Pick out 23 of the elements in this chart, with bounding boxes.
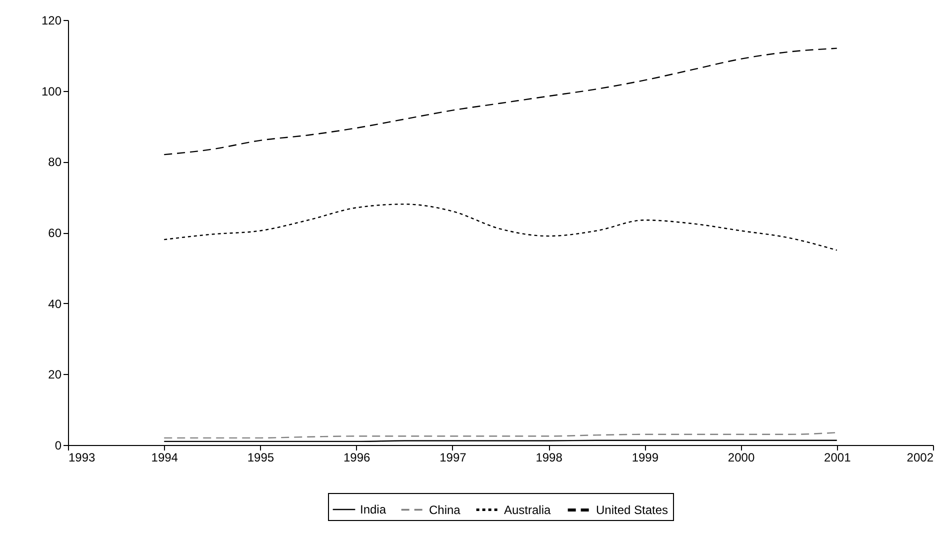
x-tick-label: 2000 [728,450,755,464]
x-tick-label: 2002 [906,450,934,464]
x-tick-label: 1996 [343,450,371,464]
x-tick-label: 1998 [536,450,563,464]
y-tick-label: 20 [48,368,62,382]
y-tick-label: 80 [48,155,62,170]
y-tick-label: 40 [48,296,62,311]
x-tick-label: 1997 [440,450,467,464]
x-tick-label: 1993 [68,450,96,464]
y-tick-label: 100 [41,84,62,98]
legend-label: United States [596,503,668,517]
y-tick-label: 60 [48,226,62,240]
line-series [164,48,838,156]
y-tick-label: 120 [41,14,62,28]
legend-label: China [429,502,461,517]
x-tick-label: 1994 [151,450,178,464]
y-tick-label: 0 [54,438,62,452]
legend-label: Australia [504,502,552,517]
line-series [164,204,838,251]
x-tick-label: 1999 [632,450,659,464]
x-tick-label: 2001 [824,450,852,464]
x-tick-label: 1995 [247,450,274,464]
legend-label: India [360,502,386,516]
